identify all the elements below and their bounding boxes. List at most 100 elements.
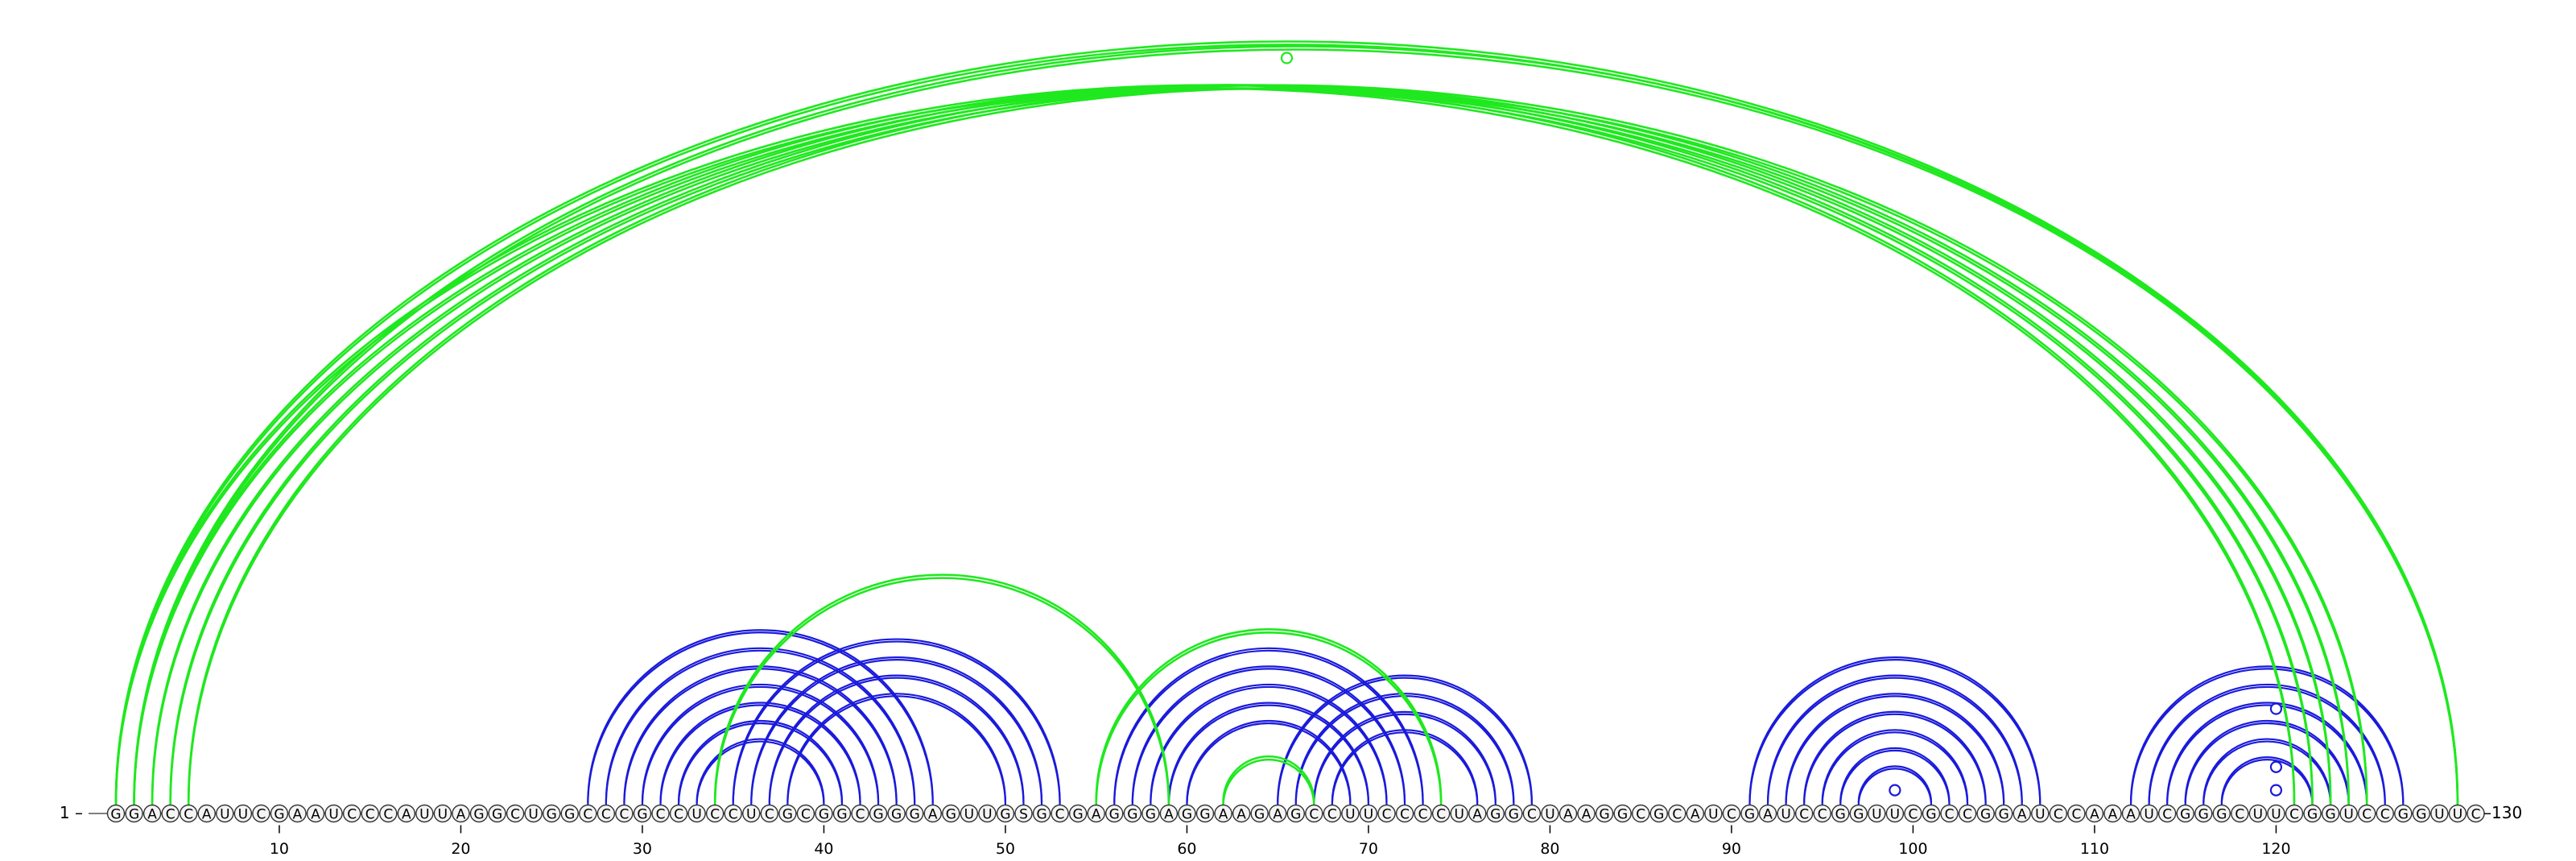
base-letter: U [528, 807, 538, 823]
base-letter: G [473, 807, 484, 823]
base: G [905, 804, 924, 823]
blue-arc [1331, 731, 1479, 805]
base-letter: U [238, 807, 248, 823]
base-letter: S [1019, 807, 1028, 823]
base-letter: G [492, 807, 502, 823]
base-letter: A [928, 807, 938, 823]
base: A [197, 804, 216, 823]
base-letter: G [1653, 807, 1664, 823]
base-letter: G [1146, 807, 1156, 823]
base: C [1323, 804, 1342, 823]
base: G [2212, 804, 2231, 823]
green-arc [1222, 755, 1315, 802]
base-letter: G [1290, 807, 1301, 823]
green-arc [187, 87, 2368, 805]
base: G [2394, 804, 2413, 823]
base: G [1486, 804, 1505, 823]
base-letter: C [1727, 807, 1736, 823]
base: G [1994, 804, 2013, 823]
base-letter: C [2380, 807, 2390, 823]
blue-arc [1839, 749, 1951, 805]
base-letter: G [891, 807, 902, 823]
arc-marker [2269, 760, 2283, 773]
blue-arc [2220, 756, 2314, 803]
blue-arc [1803, 713, 1987, 805]
base-letter: A [202, 807, 212, 823]
blue-arc [2202, 738, 2332, 803]
base: G [2303, 804, 2322, 823]
base-letter: G [2180, 807, 2190, 823]
base-letter: G [1036, 807, 1046, 823]
base: G [106, 804, 126, 823]
base: U [233, 804, 253, 823]
base-letter: G [910, 807, 920, 823]
base: U [2140, 804, 2158, 823]
base: A [1558, 804, 1578, 823]
base-letter: C [1945, 807, 1955, 823]
base: G [543, 804, 561, 823]
base: G [1831, 804, 1850, 823]
tick-label: 70 [1359, 840, 1378, 857]
green-arc [169, 84, 2350, 802]
blue-arc [1785, 695, 2005, 805]
base-letter: G [1999, 807, 2009, 823]
base-letter: U [1364, 807, 1373, 823]
base: U [1777, 804, 1795, 823]
green-arc [151, 84, 2332, 802]
base: G [869, 804, 888, 823]
base: U [2248, 804, 2268, 823]
blue-arc [641, 685, 880, 805]
blue-arc [2148, 683, 2386, 803]
base: G [1123, 804, 1142, 823]
base-letter: U [2453, 807, 2462, 823]
blue-arc [1131, 668, 1406, 805]
base-letter: G [2307, 807, 2318, 823]
base-letter: G [819, 807, 829, 823]
blue-arc [2166, 702, 2368, 803]
blue-arc [641, 683, 880, 803]
base-letter: G [836, 807, 847, 823]
base-letter: C [1818, 807, 1827, 823]
base-letter: C [801, 807, 811, 823]
base-letter: A [1472, 807, 1482, 823]
base-letter: U [1781, 807, 1790, 823]
arc-marker [2269, 784, 2283, 797]
base-letter: A [1690, 807, 1700, 823]
base-letter: C [2471, 807, 2481, 823]
base-letter: G [1980, 807, 1991, 823]
base: U [1868, 804, 1886, 823]
base-letter: G [564, 807, 575, 823]
base-letter: U [964, 807, 974, 823]
blue-arc [1857, 765, 1933, 803]
base: C [597, 804, 616, 823]
blue-arc [2184, 722, 2350, 805]
base-letter: U [1872, 807, 1881, 823]
blue-arc [1131, 665, 1406, 803]
base-letter: U [746, 807, 756, 823]
base: U [960, 804, 979, 823]
base: G [887, 804, 906, 823]
base: C [361, 804, 379, 823]
base: G [1286, 804, 1305, 823]
base-letter: U [982, 807, 992, 823]
blue-arc [1167, 702, 1370, 803]
base-letter: G [1617, 807, 1628, 823]
base-letter: C [1963, 807, 1972, 823]
tick-label: 100 [1898, 840, 1927, 857]
base-letter: C [583, 807, 592, 823]
base-letter: G [274, 807, 284, 823]
base: A [142, 804, 162, 823]
base: A [2103, 804, 2122, 823]
base: A [1159, 804, 1179, 823]
base: C [2376, 804, 2394, 823]
base-letter: C [856, 807, 865, 823]
base-letter: A [311, 807, 320, 823]
base: C [1522, 804, 1542, 823]
base-letter: G [1600, 807, 1610, 823]
base: U [1885, 804, 1905, 823]
blue-arc [659, 704, 861, 805]
base: U [978, 804, 997, 823]
base-letter: C [2071, 807, 2081, 823]
base-letter: A [1092, 807, 1101, 823]
